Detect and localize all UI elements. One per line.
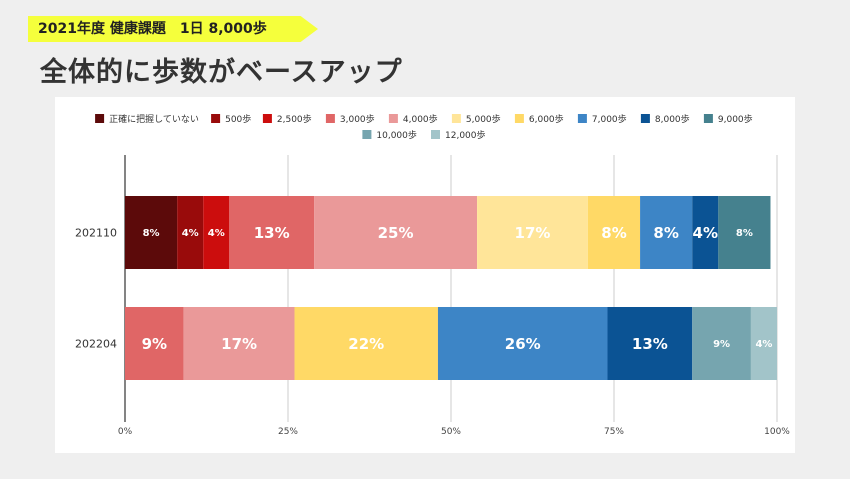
data-label-1-10: 9% — [713, 339, 730, 350]
bar-segment-1-11 — [750, 307, 777, 380]
data-label-1-7: 26% — [505, 335, 541, 353]
data-label-0-5: 17% — [515, 224, 551, 242]
data-label-1-3: 9% — [142, 335, 167, 353]
bar-segment-0-2 — [203, 196, 230, 269]
legend-label-4: 4,000歩 — [403, 113, 438, 125]
bar-segment-1-7 — [437, 307, 608, 380]
data-label-0-4: 25% — [378, 224, 414, 242]
bar-segment-0-6 — [587, 196, 641, 269]
data-label-1-6: 22% — [348, 335, 384, 353]
data-label-1-8: 13% — [632, 335, 668, 353]
category-label-0: 202110 — [75, 227, 117, 240]
legend-swatch-8 — [640, 114, 650, 123]
data-label-0-6: 8% — [601, 224, 626, 242]
bar-segment-0-4 — [314, 196, 478, 269]
legend-swatch-4 — [388, 114, 398, 123]
data-label-0-2: 4% — [208, 228, 225, 239]
legend-swatch-5 — [451, 114, 461, 123]
data-label-0-7: 8% — [653, 224, 678, 242]
bar-segment-0-9 — [718, 196, 771, 269]
legend-swatch-9 — [703, 114, 713, 123]
legend-label-2: 2,500歩 — [277, 113, 312, 125]
data-label-1-11: 4% — [755, 339, 772, 350]
bar-segment-1-3 — [125, 307, 184, 380]
legend-label-3: 3,000歩 — [340, 113, 375, 125]
legend-label-1: 500歩 — [225, 113, 251, 125]
data-label-1-4: 17% — [221, 335, 257, 353]
legend-swatch-11 — [431, 130, 440, 139]
bar-segment-0-1 — [177, 196, 204, 269]
legend-label-6: 6,000歩 — [529, 113, 564, 125]
legend-swatch-3 — [325, 114, 335, 123]
legend-label-8: 8,000歩 — [655, 113, 690, 125]
category-label-1: 202204 — [75, 338, 117, 351]
x-tick-label-1: 25% — [278, 427, 298, 437]
legend-label-7: 7,000歩 — [592, 113, 627, 125]
data-label-0-3: 13% — [254, 224, 290, 242]
data-label-0-1: 4% — [182, 228, 199, 239]
legend-swatch-0 — [95, 114, 105, 123]
data-label-0-8: 4% — [693, 224, 718, 242]
legend-label-10: 10,000歩 — [376, 129, 417, 141]
legend-label-5: 5,000歩 — [466, 113, 501, 125]
legend-swatch-1 — [211, 114, 221, 123]
bar-segment-1-4 — [183, 307, 295, 380]
legend-swatch-6 — [514, 114, 524, 123]
bar-segment-0-5 — [477, 196, 588, 269]
legend-label-11: 12,000歩 — [445, 129, 486, 141]
x-tick-label-4: 100% — [764, 427, 790, 437]
bar-segment-1-6 — [294, 307, 438, 380]
bar-segment-0-8 — [692, 196, 719, 269]
legend-swatch-2 — [262, 114, 272, 123]
header-tag: 2021年度 健康課題 1日 8,000歩 — [28, 16, 318, 42]
bar-segment-1-10 — [692, 307, 751, 380]
bar-segment-0-3 — [229, 196, 315, 269]
legend-swatch-7 — [577, 114, 587, 123]
x-tick-label-0: 0% — [118, 427, 133, 437]
bar-segment-1-8 — [607, 307, 693, 380]
legend-swatch-10 — [362, 130, 372, 139]
x-tick-label-2: 50% — [441, 427, 461, 437]
bar-segment-0-0 — [125, 196, 178, 269]
page-title: 全体的に歩数がベースアップ — [40, 57, 403, 88]
legend-label-9: 9,000歩 — [718, 113, 753, 125]
data-label-0-0: 8% — [143, 228, 160, 239]
x-tick-label-3: 75% — [604, 427, 624, 437]
stacked-bar-chart: 0% 25% 50% 75% 100% 正確に把握していない 500歩 2,500歩 3,000… — [75, 113, 790, 437]
data-label-0-9: 8% — [736, 228, 753, 239]
bar-segment-0-7 — [640, 196, 693, 269]
legend-label-0: 正確に把握していない — [109, 113, 199, 125]
chart-panel: 0% 25% 50% 75% 100% 正確に把握していない 500歩 2,500歩 3,000… — [55, 97, 795, 453]
